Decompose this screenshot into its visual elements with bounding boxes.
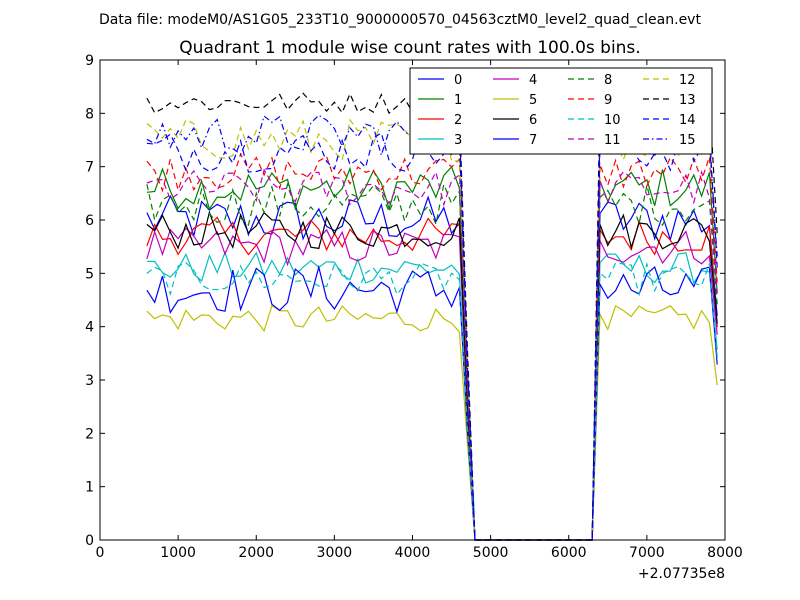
- y-tick-label: 8: [85, 106, 94, 122]
- series-line-0: [146, 194, 718, 541]
- legend-label-9: 9: [604, 93, 612, 108]
- legend-box: [409, 67, 713, 155]
- legend-label-3: 3: [454, 133, 462, 148]
- y-tick-label: 7: [85, 160, 94, 176]
- series-line-5: [146, 304, 718, 541]
- y-tick-label: 9: [85, 53, 94, 69]
- x-tick-label: 3000: [317, 545, 353, 561]
- x-tick-label: 1000: [160, 545, 196, 561]
- legend-label-11: 11: [604, 133, 621, 148]
- legend-label-13: 13: [679, 93, 696, 108]
- y-tick-label: 3: [85, 373, 94, 389]
- data-file-caption: Data file: modeM0/AS1G05_233T10_90000005…: [99, 12, 701, 28]
- y-tick-label: 6: [85, 213, 94, 229]
- legend-label-10: 10: [604, 113, 621, 128]
- series-line-1: [146, 165, 718, 541]
- x-tick-label: 2000: [238, 545, 274, 561]
- legend-label-0: 0: [454, 73, 462, 88]
- series-line-8: [146, 182, 718, 541]
- axes-layer: 0 1000 2000 3000 4000 5000 6000 7000 80000123456…: [85, 53, 743, 561]
- y-tick-label: 0: [85, 533, 94, 549]
- series-line-2: [146, 216, 718, 541]
- x-tick-label: 6000: [551, 545, 587, 561]
- series-line-10: [146, 261, 718, 541]
- legend-label-1: 1: [454, 93, 462, 108]
- legend-label-14: 14: [679, 113, 696, 128]
- legend-label-15: 15: [679, 133, 696, 148]
- legend-label-2: 2: [454, 113, 462, 128]
- series-line-9: [146, 152, 718, 541]
- legend-label-12: 12: [679, 73, 696, 88]
- y-tick-label: 1: [85, 480, 94, 496]
- x-tick-label: 7000: [629, 545, 665, 561]
- x-tick-label: 0: [96, 545, 105, 561]
- x-tick-label: 5000: [473, 545, 509, 561]
- y-tick-label: 4: [85, 320, 94, 336]
- series-line-4: [146, 227, 718, 541]
- series-line-7: [146, 264, 718, 541]
- chart-title: Quadrant 1 module wise count rates with …: [179, 38, 640, 58]
- series-line-3: [146, 250, 718, 541]
- legend-label-6: 6: [529, 113, 537, 128]
- y-tick-label: 2: [85, 426, 94, 442]
- x-tick-label: 8000: [707, 545, 743, 561]
- x-tick-label: 4000: [395, 545, 431, 561]
- x-offset-label: +2.07735e8: [638, 566, 725, 582]
- legend-label-8: 8: [604, 73, 612, 88]
- series-line-6: [146, 210, 718, 541]
- legend-label-7: 7: [529, 133, 537, 148]
- legend-label-4: 4: [529, 73, 537, 88]
- series-line-11: [146, 168, 718, 541]
- y-tick-label: 5: [85, 266, 94, 282]
- legend-label-5: 5: [529, 93, 537, 108]
